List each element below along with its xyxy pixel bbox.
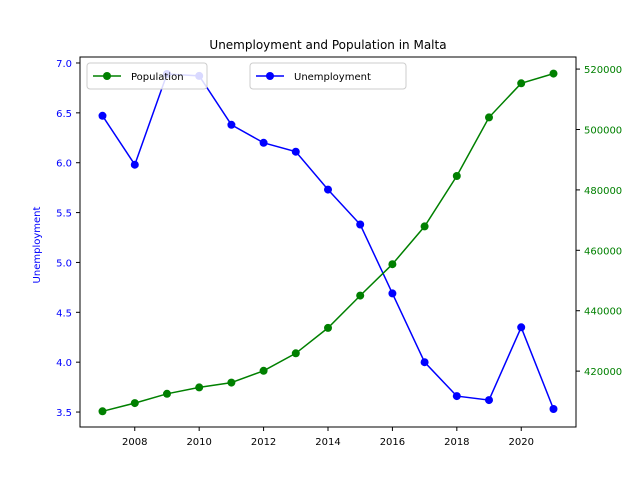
population-point — [420, 222, 429, 231]
legend-swatch-marker — [266, 72, 274, 80]
legend-label: Population — [131, 72, 184, 83]
population-point — [324, 323, 332, 332]
population-point — [291, 349, 300, 358]
plot-frame — [79, 56, 577, 428]
legend-unemployment: Unemployment — [249, 62, 407, 90]
population-point — [259, 366, 268, 375]
right-axis-ticks: 420000 440000 460000 480000 500000 520000 — [576, 65, 622, 378]
population-point — [388, 260, 397, 269]
left-tick-label: 3.5 — [56, 408, 72, 419]
right-tick-label: 500000 — [584, 125, 622, 136]
unemployment-point — [291, 147, 300, 156]
left-tick-label: 5.0 — [56, 258, 72, 269]
legend-population: Population — [86, 62, 208, 90]
population-point — [130, 399, 139, 408]
unemployment-point — [517, 323, 526, 332]
left-axis-label: Unemployment — [32, 206, 43, 283]
legend-swatch-marker — [103, 72, 111, 80]
left-tick-label: 5.5 — [56, 209, 72, 220]
right-tick-label: 420000 — [584, 367, 622, 378]
legend-box — [86, 62, 208, 90]
right-tick-label: 520000 — [584, 65, 622, 76]
x-tick-label: 2008 — [122, 437, 147, 448]
unemployment-point — [485, 396, 493, 405]
population-point — [485, 113, 493, 122]
x-axis-ticks: 2008 2010 2012 2014 2016 2018 2020 — [122, 427, 534, 448]
population-point — [98, 407, 107, 416]
x-tick-label: 2012 — [251, 437, 276, 448]
left-tick-label: 6.5 — [56, 109, 72, 120]
unemployment-point — [549, 405, 558, 413]
population-point — [356, 291, 365, 300]
x-tick-label: 2016 — [380, 437, 405, 448]
population-point — [195, 383, 204, 392]
right-tick-label: 460000 — [584, 246, 622, 257]
x-tick-label: 2010 — [186, 437, 211, 448]
population-point — [227, 378, 236, 387]
legend: Population Unemployment — [86, 62, 407, 90]
legend-label: Unemployment — [294, 72, 371, 83]
unemployment-point — [259, 138, 268, 147]
x-tick-label: 2014 — [315, 437, 340, 448]
left-tick-label: 4.5 — [56, 308, 72, 319]
chart-title: Unemployment and Population in Malta — [209, 38, 446, 52]
left-tick-label: 6.0 — [56, 159, 72, 170]
unemployment-point — [98, 111, 107, 120]
unemployment-point — [227, 120, 236, 129]
population-point — [549, 69, 558, 78]
series-layer — [98, 69, 558, 416]
x-tick-label: 2020 — [509, 437, 534, 448]
population-point — [163, 389, 171, 398]
legend-box — [249, 62, 407, 90]
population-point — [517, 79, 526, 88]
population-line — [102, 72, 554, 413]
left-tick-label: 7.0 — [56, 59, 72, 70]
unemployment-point — [130, 160, 139, 169]
unemployment-point — [356, 220, 365, 229]
unemployment-point — [420, 358, 429, 367]
unemployment-point — [324, 185, 332, 194]
unemployment-point — [388, 289, 397, 298]
population-point — [452, 172, 461, 180]
right-tick-label: 440000 — [584, 307, 622, 318]
left-tick-label: 4.0 — [56, 358, 72, 369]
x-tick-label: 2018 — [444, 437, 469, 448]
right-tick-label: 480000 — [584, 186, 622, 197]
unemployment-point — [452, 392, 461, 401]
left-axis-ticks: 3.5 4.0 4.5 5.0 5.5 6.0 6.5 7.0 — [56, 59, 80, 419]
